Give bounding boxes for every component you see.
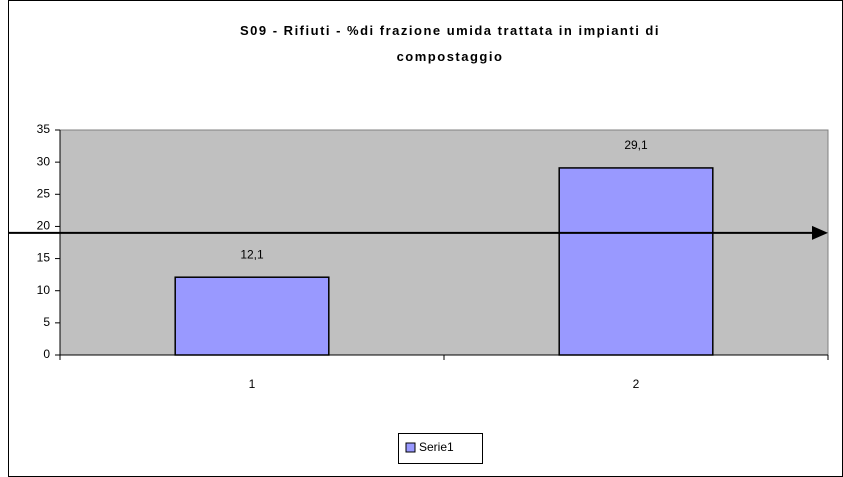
target-arrowhead — [812, 225, 828, 240]
legend-label: Serie1 — [419, 440, 454, 454]
legend-swatch — [405, 442, 416, 453]
y-tick-label: 30 — [37, 154, 51, 168]
y-tick-label: 20 — [37, 219, 51, 233]
x-tick-label: 2 — [633, 377, 640, 391]
y-tick-label: 0 — [43, 347, 50, 361]
y-tick-label: 15 — [37, 251, 51, 265]
bar — [558, 167, 714, 356]
y-tick-label: 25 — [37, 186, 51, 200]
data-label: 29,1 — [624, 138, 648, 152]
y-tick-label: 10 — [37, 283, 51, 297]
y-tick-label: 35 — [37, 122, 51, 136]
bar — [174, 276, 330, 356]
data-label: 12,1 — [240, 247, 264, 261]
x-tick-label: 1 — [249, 377, 256, 391]
y-tick-label: 5 — [43, 315, 50, 329]
chart-title: S09 - Rifiuti - %di frazione umida tratt… — [240, 23, 660, 64]
